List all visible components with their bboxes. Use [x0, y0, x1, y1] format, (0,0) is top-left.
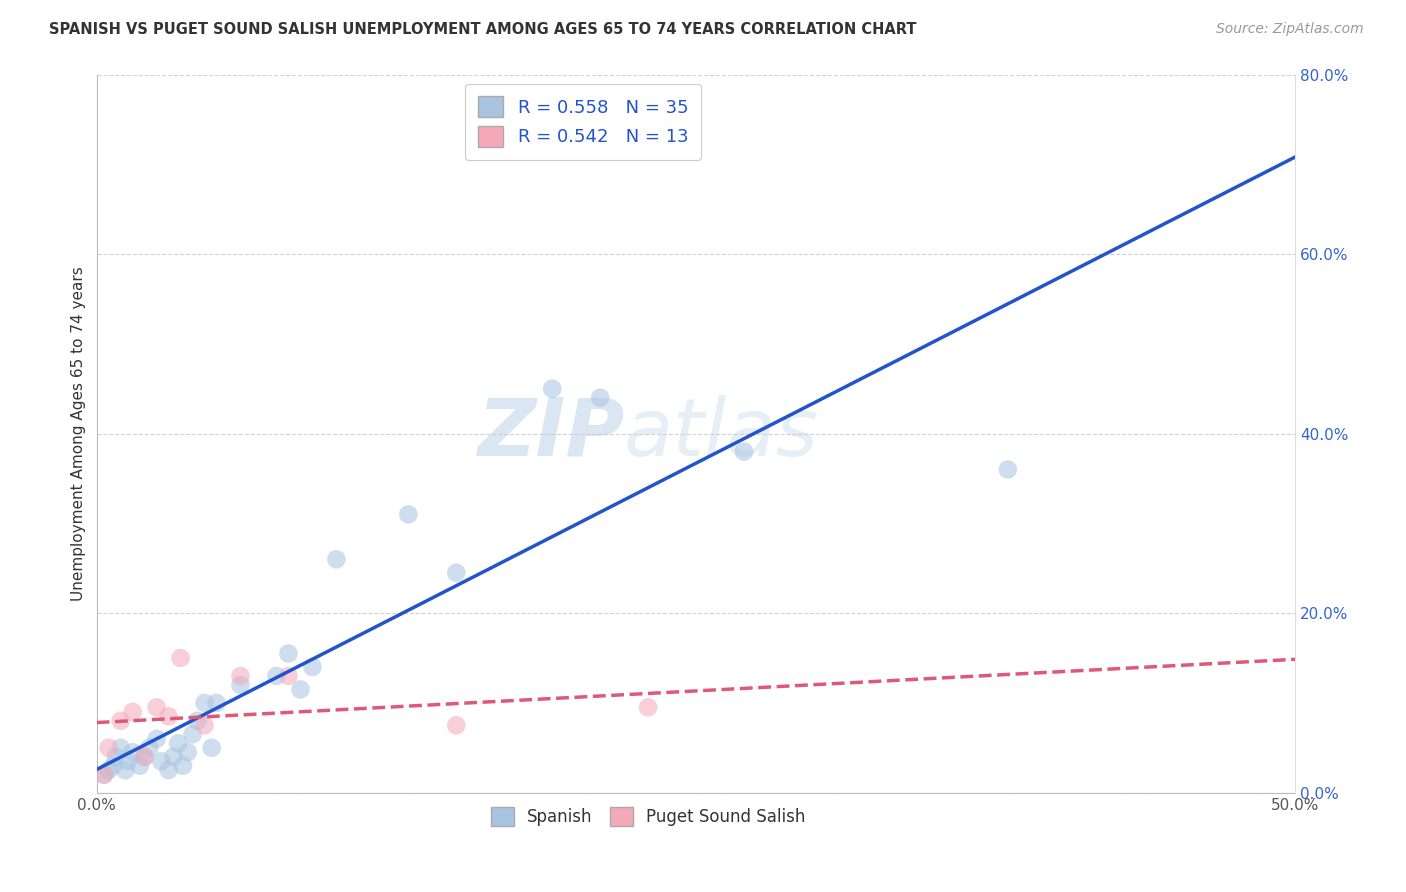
Point [229, 678, 252, 692]
Point [134, 749, 156, 764]
Point [97, 763, 120, 777]
Point [169, 651, 191, 665]
Point [541, 382, 564, 396]
Point [193, 718, 215, 732]
Point [134, 749, 156, 764]
Point [266, 669, 288, 683]
Text: atlas: atlas [624, 394, 818, 473]
Point [121, 705, 143, 719]
Point [205, 696, 228, 710]
Point [637, 700, 659, 714]
Point [145, 731, 167, 746]
Text: ZIP: ZIP [477, 394, 624, 473]
Point [186, 714, 208, 728]
Point [589, 391, 612, 405]
Point [181, 727, 204, 741]
Point [446, 566, 468, 580]
Point [172, 758, 194, 772]
Point [167, 736, 190, 750]
Point [446, 718, 468, 732]
Point [104, 749, 127, 764]
Y-axis label: Unemployment Among Ages 65 to 74 years: Unemployment Among Ages 65 to 74 years [72, 266, 86, 601]
Point [177, 745, 200, 759]
Point [277, 647, 299, 661]
Point [290, 682, 312, 697]
Point [145, 700, 167, 714]
Point [396, 508, 419, 522]
Point [103, 758, 125, 772]
Point [93, 767, 115, 781]
Point [121, 745, 143, 759]
Point [138, 740, 160, 755]
Point [157, 709, 180, 723]
Point [277, 669, 299, 683]
Point [325, 552, 347, 566]
Point [201, 740, 224, 755]
Legend: Spanish, Puget Sound Salish: Spanish, Puget Sound Salish [482, 798, 814, 835]
Point [193, 696, 215, 710]
Text: SPANISH VS PUGET SOUND SALISH UNEMPLOYMENT AMONG AGES 65 TO 74 YEARS CORRELATION: SPANISH VS PUGET SOUND SALISH UNEMPLOYME… [49, 22, 917, 37]
Point [997, 462, 1019, 476]
Point [162, 749, 184, 764]
Text: Source: ZipAtlas.com: Source: ZipAtlas.com [1216, 22, 1364, 37]
Point [150, 754, 173, 768]
Point [93, 767, 115, 781]
Point [301, 660, 323, 674]
Point [229, 669, 252, 683]
Point [128, 758, 150, 772]
Point [97, 740, 120, 755]
Point [114, 763, 136, 777]
Point [157, 763, 180, 777]
Point [110, 740, 132, 755]
Point [110, 714, 132, 728]
Point [117, 754, 139, 768]
Point [733, 444, 755, 458]
